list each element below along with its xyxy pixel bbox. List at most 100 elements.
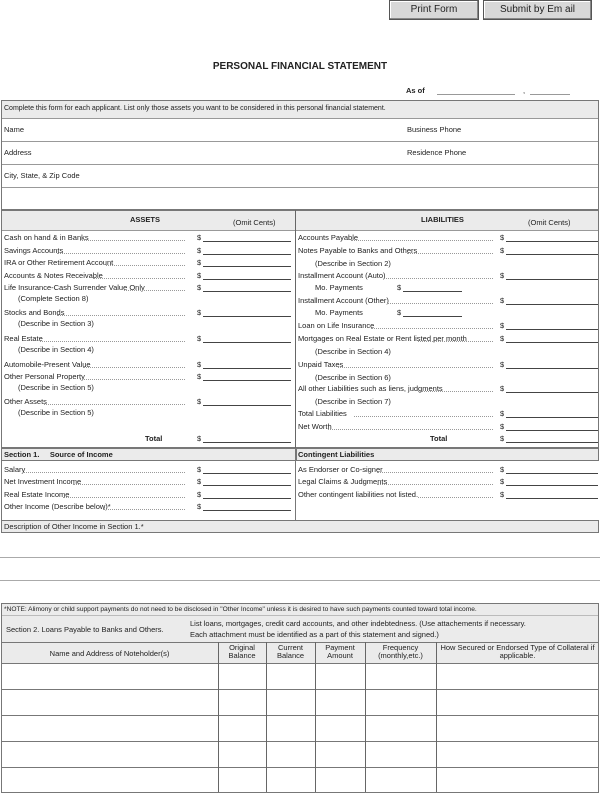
loan-cell-3[interactable] — [315, 663, 365, 689]
liability-3-mo-field[interactable] — [403, 308, 462, 317]
income-0-label: Salary — [4, 465, 26, 474]
contingent-2-amount-field[interactable] — [506, 490, 598, 499]
asset-8-leader — [79, 379, 185, 380]
contingent-header: Contingent Liabilities — [298, 450, 375, 459]
asset-6-amount-field[interactable] — [203, 334, 291, 343]
liability-0-leader — [350, 240, 493, 241]
liability-3-label: Installment Account (Other) — [298, 296, 389, 305]
liability-1-amount-field[interactable] — [506, 246, 598, 255]
loan-cell-1[interactable] — [218, 663, 266, 689]
loan-cell-0[interactable] — [1, 689, 218, 715]
loan-cell-2[interactable] — [266, 741, 315, 767]
loan-cell-2[interactable] — [266, 689, 315, 715]
address-field[interactable]: Address — [4, 148, 32, 157]
name-field[interactable]: Name — [4, 125, 25, 134]
liability-0-amount-field[interactable] — [506, 233, 598, 242]
submit-by-email-button[interactable]: Submit by Em ail — [483, 0, 592, 20]
loan-cell-5[interactable] — [436, 741, 599, 767]
description-line-1[interactable] — [0, 557, 600, 558]
section2-box — [1, 603, 599, 643]
loan-cell-5[interactable] — [436, 689, 599, 715]
loan-cell-0[interactable] — [1, 663, 218, 689]
contingent-2-leader — [418, 496, 493, 498]
loan-cell-3[interactable] — [315, 767, 365, 793]
loan-cell-4[interactable] — [365, 663, 436, 689]
assets-total-field[interactable] — [203, 434, 291, 443]
as-of-date-field[interactable] — [437, 86, 515, 95]
loan-cell-0[interactable] — [1, 715, 218, 741]
liability-4-label: Loan on Life Insurance — [298, 321, 375, 330]
print-form-button[interactable]: Print Form — [389, 0, 479, 20]
loan-cell-1[interactable] — [218, 715, 266, 741]
description-row — [1, 520, 599, 533]
asset-7-amount-field[interactable] — [203, 360, 291, 369]
loan-cell-3[interactable] — [315, 741, 365, 767]
residence-phone-field[interactable]: Residence Phone — [407, 148, 467, 157]
asset-1-amount-field[interactable] — [203, 246, 291, 255]
liability-8-leader — [354, 416, 493, 417]
asset-2-amount-field[interactable] — [203, 258, 291, 267]
liability-4-amount-field[interactable] — [506, 321, 598, 330]
asset-3-amount-field[interactable] — [203, 271, 291, 280]
contingent-1-label: Legal Claims & Judgments — [298, 477, 388, 487]
asset-2-leader — [106, 265, 185, 266]
income-1-amount-field[interactable] — [203, 477, 291, 487]
business-phone-field[interactable]: Business Phone — [407, 125, 462, 134]
liability-5-amount-field[interactable] — [506, 334, 598, 343]
liability-1-leader — [406, 253, 493, 254]
income-0-amount-field[interactable] — [203, 465, 291, 474]
loan-cell-4[interactable] — [365, 715, 436, 741]
loan-cell-5[interactable] — [436, 767, 599, 793]
liability-2-mo-field[interactable] — [403, 283, 462, 292]
loan-cell-1[interactable] — [218, 741, 266, 767]
liability-2-amount-field[interactable] — [506, 271, 598, 280]
city-state-zip-field[interactable]: City, State, & Zip Code — [4, 171, 80, 180]
as-of-year-field[interactable] — [530, 86, 570, 95]
liability-9-label: Net Worth — [298, 422, 332, 431]
section1-header: Section 1. Source of Income — [4, 450, 113, 459]
loan-cell-4[interactable] — [365, 741, 436, 767]
liability-2-leader — [383, 278, 493, 279]
liability-0-currency: $ — [500, 233, 505, 242]
loan-cell-0[interactable] — [1, 741, 218, 767]
asset-1-currency: $ — [197, 246, 202, 255]
loan-cell-5[interactable] — [436, 663, 599, 689]
loan-column-header-3: Payment Amount — [325, 643, 355, 660]
liability-7-amount-field[interactable] — [506, 384, 598, 393]
loan-cell-2[interactable] — [266, 767, 315, 793]
as-of-separator: , — [523, 86, 526, 95]
loan-cell-2[interactable] — [266, 715, 315, 741]
liability-6-amount-field[interactable] — [506, 360, 598, 369]
loan-cell-5[interactable] — [436, 715, 599, 741]
asset-9-amount-field[interactable] — [203, 397, 291, 406]
liability-8-amount-field[interactable] — [506, 409, 598, 418]
loan-cell-1[interactable] — [218, 767, 266, 793]
asset-0-amount-field[interactable] — [203, 233, 291, 242]
loan-cell-1[interactable] — [218, 689, 266, 715]
loan-column-divider — [218, 642, 219, 792]
loan-cell-2[interactable] — [266, 663, 315, 689]
income-2-amount-field[interactable] — [203, 490, 291, 499]
contingent-0-leader — [377, 472, 493, 473]
loan-cell-4[interactable] — [365, 767, 436, 793]
liability-3-amount-field[interactable] — [506, 296, 598, 305]
asset-9-note: (Describe in Section 5) — [18, 408, 94, 417]
loan-cell-4[interactable] — [365, 689, 436, 715]
asset-5-amount-field[interactable] — [203, 308, 291, 317]
asset-3-label: Accounts & Notes Receivable — [4, 271, 103, 280]
liability-3-leader — [387, 303, 493, 304]
loan-cell-3[interactable] — [315, 715, 365, 741]
liabilities-total-field[interactable] — [506, 434, 598, 443]
income-3-amount-field[interactable] — [203, 502, 291, 512]
asset-4-amount-field[interactable] — [203, 283, 291, 292]
liability-9-amount-field[interactable] — [506, 422, 598, 431]
loan-column-header-2: Current Balance — [276, 643, 305, 660]
contingent-0-amount-field[interactable] — [506, 465, 598, 474]
asset-8-amount-field[interactable] — [203, 372, 291, 381]
contingent-1-amount-field[interactable] — [506, 477, 598, 487]
as-of-label: As of — [406, 86, 425, 95]
loan-cell-3[interactable] — [315, 689, 365, 715]
loan-cell-0[interactable] — [1, 767, 218, 793]
contingent-0-label: As Endorser or Co-signer — [298, 465, 383, 474]
description-line-2[interactable] — [0, 580, 600, 581]
